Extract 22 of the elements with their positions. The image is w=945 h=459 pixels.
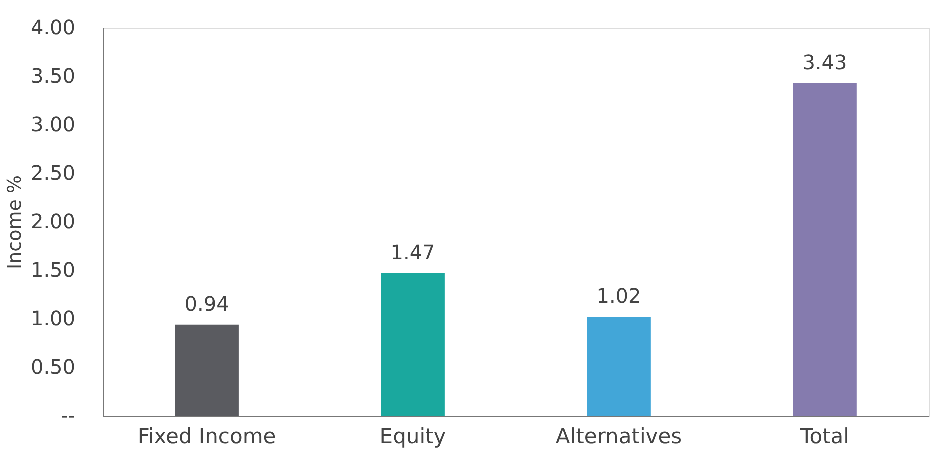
x-tick-label: Total — [799, 424, 850, 448]
data-label: 3.43 — [802, 50, 848, 74]
y-tick-label: 1.50 — [30, 258, 76, 282]
y-tick-label: 2.00 — [30, 210, 76, 234]
data-label: 1.02 — [596, 284, 642, 308]
x-tick-label: Equity — [380, 424, 446, 448]
bar — [175, 324, 239, 416]
data-label: 0.94 — [184, 292, 230, 316]
y-axis-title: Income % — [4, 175, 26, 270]
bar — [381, 273, 445, 416]
data-label: 1.47 — [390, 240, 436, 264]
y-tick-label: -- — [61, 404, 76, 428]
bar — [587, 317, 651, 416]
y-tick-label: 1.00 — [30, 306, 76, 330]
x-tick-label: Alternatives — [556, 424, 682, 448]
y-tick-label: 2.50 — [30, 161, 76, 185]
y-tick-label: 0.50 — [30, 355, 76, 379]
y-tick-label: 4.00 — [30, 16, 76, 40]
bar — [793, 83, 857, 416]
y-tick-label: 3.00 — [30, 112, 76, 136]
y-tick-label: 3.50 — [30, 64, 76, 88]
x-tick-label: Fixed Income — [138, 424, 276, 448]
